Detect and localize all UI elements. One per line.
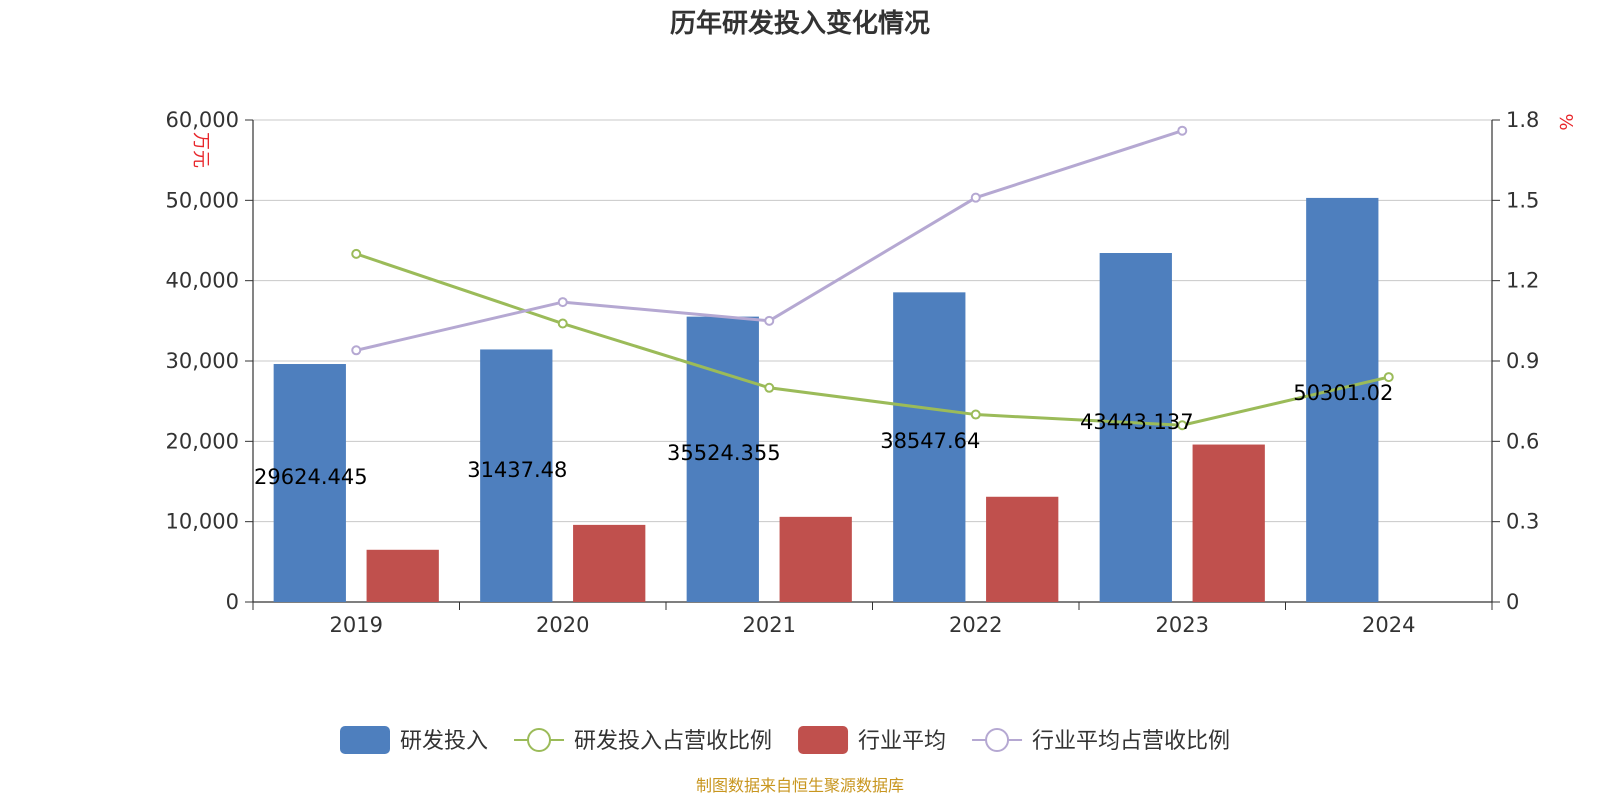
legend-label: 研发投入	[400, 729, 488, 754]
y-left-tick-label: 20,000	[166, 429, 239, 453]
line-point	[351, 345, 362, 356]
data-label: 50301.02	[1293, 381, 1393, 405]
x-tick-label: 2020	[536, 613, 589, 637]
bar-rd	[1306, 197, 1379, 602]
x-tick-label: 2023	[1156, 613, 1209, 637]
y-right-tick-label: 0.6	[1506, 429, 1539, 453]
data-label: 43443.137	[1080, 410, 1194, 434]
y-right-tick-label: 0.3	[1506, 510, 1539, 534]
y-left-tick-label: 0	[226, 590, 239, 614]
y-right-tick-label: 1.8	[1506, 108, 1539, 132]
line-point	[764, 382, 775, 393]
legend-marker	[527, 728, 552, 752]
axes: 0 0 10,000 0.3 20,000 0.6 30,000 0.9 40,000 1.2 50…	[166, 108, 1576, 637]
line-point	[557, 297, 568, 308]
data-label: 29624.445	[254, 465, 368, 489]
legend-marker	[985, 728, 1010, 752]
y-left-tick-label: 50,000	[166, 188, 239, 212]
series-line-rd-ratio	[355, 252, 1390, 427]
bar-rd	[273, 364, 346, 602]
legend-swatch	[340, 726, 390, 754]
line-point	[970, 409, 981, 420]
legend-label: 研发投入占营收比例	[574, 729, 772, 754]
legend-label: 行业平均占营收比例	[1032, 729, 1230, 754]
y-right-tick-label: 1.2	[1506, 269, 1539, 293]
bar-industry	[986, 496, 1059, 602]
bar-rd	[1099, 253, 1172, 602]
x-tick-label: 2021	[743, 613, 796, 637]
source-note: 制图数据来自恒生聚源数据库	[696, 776, 904, 795]
line-point	[351, 248, 362, 259]
y-left-unit: 万元	[190, 132, 211, 168]
data-labels: 29624.445 31437.48 35524.355 38547.64 43443.…	[254, 381, 1393, 489]
x-tick-label: 2019	[330, 613, 383, 637]
bar-rd	[686, 316, 759, 602]
bar-rd	[893, 292, 966, 602]
y-right-tick-label: 0.9	[1506, 349, 1539, 373]
bar-industry	[366, 549, 439, 602]
legend: 研发投入 研发投入占营收比例 行业平均 行业平均占营收比例	[340, 726, 1230, 754]
x-tick-label: 2022	[949, 613, 1002, 637]
bar-industry	[779, 516, 852, 602]
data-label: 38547.64	[880, 429, 980, 453]
y-left-tick-label: 40,000	[166, 269, 239, 293]
grid-lines	[253, 119, 1492, 523]
line-point	[1177, 420, 1188, 431]
data-label: 35524.355	[667, 441, 781, 465]
bar-industry	[573, 524, 646, 602]
bar-industry	[1192, 444, 1265, 602]
y-right-unit: %	[1555, 113, 1576, 130]
legend-swatch	[798, 726, 849, 754]
bars	[273, 197, 1379, 602]
data-label: 31437.48	[467, 458, 567, 482]
legend-label: 行业平均	[858, 729, 946, 754]
line-point	[1177, 125, 1188, 136]
y-right-tick-label: 0	[1506, 590, 1519, 614]
line-point	[970, 192, 981, 203]
bar-rd	[480, 349, 553, 602]
lines	[351, 125, 1394, 431]
chart-title: 历年研发投入变化情况	[670, 8, 930, 39]
x-tick-label: 2024	[1362, 613, 1415, 637]
y-left-tick-label: 60,000	[166, 108, 239, 132]
y-left-tick-label: 30,000	[166, 349, 239, 373]
line-point	[764, 315, 775, 326]
line-point	[1383, 372, 1394, 383]
line-point	[557, 318, 568, 329]
y-left-tick-label: 10,000	[166, 510, 239, 534]
y-right-tick-label: 1.5	[1506, 188, 1539, 212]
